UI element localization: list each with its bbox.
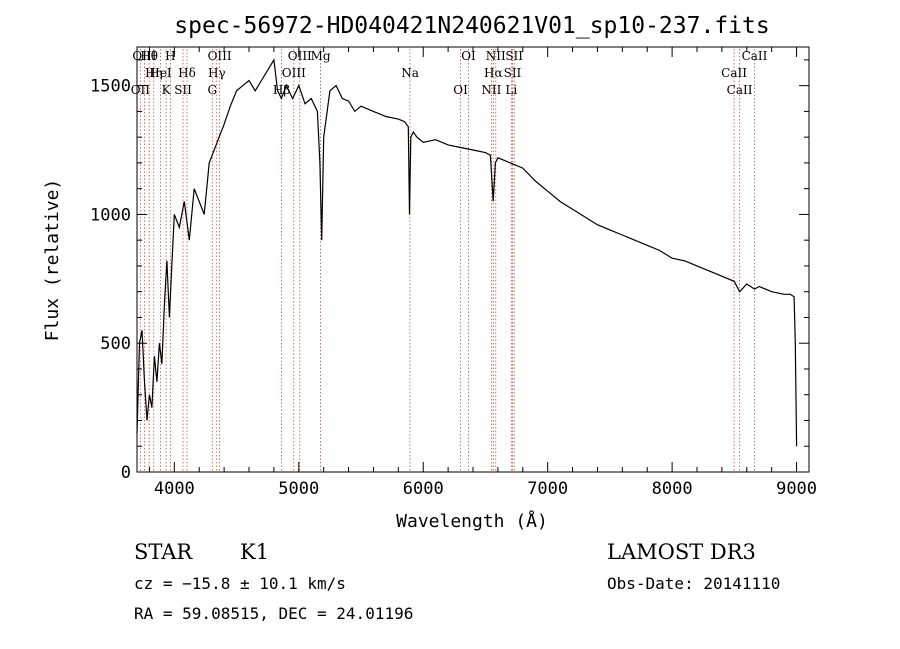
x-tick-label: 8000	[652, 479, 693, 499]
line-marker-label: Na	[401, 66, 419, 80]
obs-date-text: Obs-Date: 20141110	[607, 574, 780, 593]
line-marker-label: SII	[174, 83, 192, 97]
x-tick-label: 5000	[278, 479, 319, 499]
line-marker-label: SII	[504, 66, 522, 80]
line-marker-label: Mg	[311, 49, 331, 63]
line-marker-label: Hη	[145, 66, 163, 80]
line-marker-label: Hγ	[208, 66, 226, 80]
line-marker-label: Hδ	[178, 66, 196, 80]
line-marker-label: Li	[505, 83, 517, 97]
chart-title: spec-56972-HD040421N240621V01_sp10-237.f…	[174, 13, 769, 39]
line-marker-label: OIII	[282, 66, 306, 80]
y-axis-ticks: 0 500 1000 1500	[90, 59, 809, 483]
line-marker-label: OIII	[132, 49, 156, 63]
line-marker-label: Hθ	[140, 49, 158, 63]
line-markers	[139, 49, 755, 472]
object-subclass: K1	[240, 540, 269, 564]
line-marker-label: K	[162, 83, 172, 97]
line-marker-label: CaII	[742, 49, 768, 63]
y-axis-label: Flux (relative)	[42, 179, 63, 342]
y-tick-label: 500	[100, 334, 131, 354]
line-marker-label: Hβ	[273, 83, 290, 97]
x-axis-label: Wavelength (Å)	[396, 510, 548, 532]
y-tick-label: 1000	[90, 205, 131, 225]
line-marker-label: Hα	[484, 66, 503, 80]
line-marker-label: G	[207, 83, 217, 97]
plot-frame	[136, 46, 810, 473]
line-marker-label: CaII	[727, 83, 753, 97]
line-marker-label: NII	[486, 49, 506, 63]
x-tick-label: 6000	[403, 479, 444, 499]
line-marker-label: HeI	[149, 66, 172, 80]
line-marker-label: OI	[453, 83, 468, 97]
line-marker-label: OII	[131, 83, 151, 97]
object-class: STAR	[134, 540, 193, 564]
line-marker-label: SII	[505, 49, 523, 63]
x-axis-ticks: 4000 5000 6000 7000 8000 9000	[148, 47, 817, 499]
redshift-text: cz = −15.8 ± 10.1 km/s	[134, 574, 346, 593]
x-tick-label: 4000	[154, 479, 195, 499]
coords-text: RA = 59.08515, DEC = 24.01196	[134, 604, 413, 623]
line-marker-label: OI	[461, 49, 476, 63]
x-tick-label: 7000	[527, 479, 568, 499]
y-tick-label: 1500	[90, 77, 131, 97]
line-marker-label: NII	[481, 83, 501, 97]
line-marker-label: CaII	[721, 66, 747, 80]
line-marker-label: H	[165, 49, 175, 63]
y-tick-label: 0	[121, 463, 131, 483]
x-tick-label: 9000	[776, 479, 817, 499]
line-marker-label: OIII	[288, 49, 312, 63]
line-marker-label: OIII	[208, 49, 232, 63]
survey-name: LAMOST DR3	[607, 540, 756, 564]
spectrum-line	[136, 58, 798, 447]
